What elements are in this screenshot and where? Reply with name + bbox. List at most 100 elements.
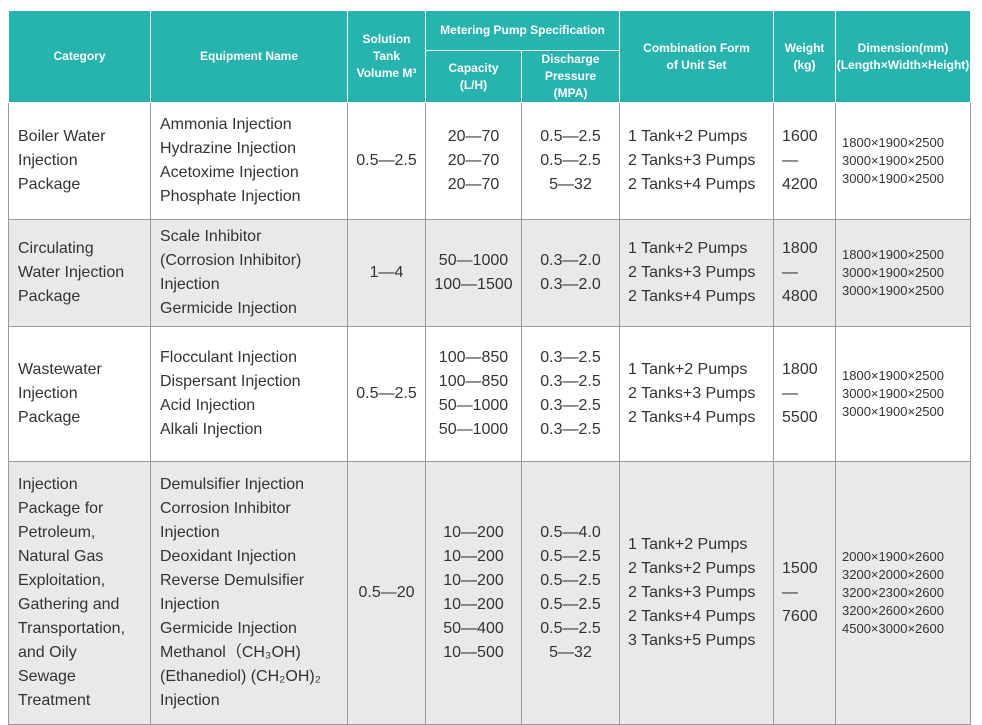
volume-text: 1—4 <box>369 264 404 281</box>
dimension-text: 1800×1900×2500 <box>842 135 944 150</box>
weight-text: 1500—7600 <box>782 560 818 625</box>
category-cell: Boiler Water Injection Package <box>8 102 151 220</box>
category-text: and Oily <box>18 644 77 661</box>
combination-text: 2 Tanks+3 Pumps <box>628 264 756 281</box>
dimension-text: 3000×1900×2500 <box>842 153 944 168</box>
dimension-text: 1800×1900×2500 <box>842 368 944 383</box>
header-cell: Discharge Pressure (MPA) <box>520 50 621 103</box>
header-text: Volume M³ <box>356 66 417 80</box>
combination-text: 2 Tanks+4 Pumps <box>628 288 756 305</box>
equipment-text: (Ethanediol) (CH₂OH)₂ <box>160 668 321 685</box>
table-row: Circulating Water Injection Package Scale I… <box>8 219 972 327</box>
pressure-cell: 0.3—2.5 0.3—2.5 0.3—2.5 0.3—2.5 <box>520 326 621 462</box>
category-cell: Circulating Water Injection Package <box>8 219 151 327</box>
header-cell: Capacity (L/H) <box>425 50 522 103</box>
pressure-text: 5—32 <box>549 644 592 661</box>
header-text: Dimension(mm) <box>857 40 949 55</box>
volume-text: 0.5—2.5 <box>356 152 417 169</box>
capacity-text: 10—200 <box>443 524 504 541</box>
header-text: Solution Tank <box>362 32 411 63</box>
header-cell: Dimension(mm) (Length×Width×Height) <box>835 10 972 103</box>
dimension-text: 3000×1900×2500 <box>842 283 944 298</box>
header-cell: Solution Tank Volume M³ <box>347 10 426 103</box>
category-cell: Injection Package for Petroleum, Natural Ga… <box>8 461 151 725</box>
category-text: Injection <box>18 476 78 493</box>
capacity-text: 10—200 <box>443 572 504 589</box>
header-text: Capacity <box>448 60 499 75</box>
equipment-text: Germicide Injection <box>160 300 297 317</box>
capacity-cell: 50—1000 100—1500 <box>425 219 522 327</box>
capacity-text: 10—200 <box>443 596 504 613</box>
category-cell: Wastewater Injection Package <box>8 326 151 462</box>
weight-cell: 1800—4800 <box>773 219 837 327</box>
volume-cell: 0.5—2.5 <box>347 102 426 220</box>
dimension-text: 3000×1900×2500 <box>842 265 944 280</box>
weight-cell: 1800—5500 <box>773 326 837 462</box>
header-cell: Metering Pump Specification <box>424 10 621 51</box>
header-text: (Length×Width×Height) <box>836 57 970 72</box>
combination-text: 1 Tank+2 Pumps <box>628 240 748 257</box>
volume-cell: 1—4 <box>347 219 426 327</box>
pressure-text: 0.5—2.5 <box>540 548 601 565</box>
table-row: Injection Package for Petroleum, Natural Ga… <box>8 461 972 725</box>
category-text: Package <box>18 409 81 426</box>
header-text: Combination Form <box>643 40 750 55</box>
combination-text: 2 Tanks+3 Pumps <box>628 152 756 169</box>
equipment-text: Germicide Injection <box>160 620 297 637</box>
category-text: Water Injection <box>18 264 125 281</box>
category-text: Gathering and <box>18 596 120 613</box>
pressure-text: 0.5—2.5 <box>540 620 601 637</box>
pressure-text: 0.5—2.5 <box>540 572 601 589</box>
pressure-text: 0.5—2.5 <box>540 596 601 613</box>
category-text: Injection <box>18 385 78 402</box>
weight-text: 1800—5500 <box>782 361 818 426</box>
dimension-text: 3000×1900×2500 <box>842 404 944 419</box>
equipment-text: Injection <box>160 596 220 613</box>
capacity-text: 20—70 <box>447 152 500 169</box>
category-text: Treatment <box>18 692 91 709</box>
capacity-cell: 20—70 20—70 20—70 <box>425 102 522 220</box>
dimension-text: 1800×1900×2500 <box>842 247 944 262</box>
pressure-text: 0.3—2.5 <box>540 421 601 438</box>
combination-cell: 1 Tank+2 Pumps 2 Tanks+3 Pumps 2 Tanks+4 P… <box>619 219 775 327</box>
combination-cell: 1 Tank+2 Pumps 2 Tanks+3 Pumps 2 Tanks+4 P… <box>619 102 775 220</box>
pressure-text: 0.3—2.5 <box>540 397 601 414</box>
equipment-cell: Flocculant Injection Dispersant Injection… <box>150 326 348 462</box>
dimension-text: 3200×2000×2600 <box>842 567 944 582</box>
volume-cell: 0.5—2.5 <box>347 326 426 462</box>
equipment-text: Corrosion Inhibitor <box>160 500 291 517</box>
equipment-text: Dispersant Injection <box>160 373 301 390</box>
equipment-text: Ammonia Injection <box>160 116 292 133</box>
header-text: Weight <box>784 40 825 55</box>
pressure-text: 0.3—2.5 <box>540 373 601 390</box>
capacity-text: 100—850 <box>438 373 509 390</box>
pressure-text: 0.3—2.0 <box>540 252 601 269</box>
header-text: of Unit Set <box>666 57 727 72</box>
category-text: Natural Gas <box>18 548 104 565</box>
dimension-text: 2000×1900×2600 <box>842 549 944 564</box>
pressure-text: 5—32 <box>549 176 592 193</box>
equipment-text: Injection <box>160 524 220 541</box>
equipment-text: Alkali Injection <box>160 421 263 438</box>
header-text: Discharge Pressure <box>541 52 600 83</box>
header-text: (kg) <box>793 57 816 72</box>
table-row: Wastewater Injection Package Flocculant Inj… <box>8 326 972 462</box>
capacity-text: 10—200 <box>443 548 504 565</box>
combination-cell: 1 Tank+2 Pumps 2 Tanks+3 Pumps 2 Tanks+4 P… <box>619 326 775 462</box>
weight-text: 1800—4800 <box>782 240 818 305</box>
dimension-cell: 1800×1900×2500 3000×1900×2500 3000×1900×25… <box>835 219 972 327</box>
capacity-text: 50—1000 <box>438 252 509 269</box>
dimension-cell: 1800×1900×2500 3000×1900×2500 3000×1900×25… <box>835 326 972 462</box>
equipment-text: Injection <box>160 692 220 709</box>
capacity-text: 100—1500 <box>434 276 513 293</box>
combination-text: 2 Tanks+4 Pumps <box>628 176 756 193</box>
dimension-cell: 2000×1900×2600 3200×2000×2600 3200×2300×26… <box>835 461 972 725</box>
pressure-cell: 0.5—4.0 0.5—2.5 0.5—2.5 0.5—2.5 0.5—2.5 5—32 <box>520 461 621 725</box>
spec-table: Category Equipment Name Solution Tank Volum… <box>8 10 972 725</box>
equipment-text: Phosphate Injection <box>160 188 301 205</box>
header-row: Category Equipment Name Solution Tank Volum… <box>8 10 972 103</box>
pressure-cell: 0.3—2.0 0.3—2.0 <box>520 219 621 327</box>
header-text: (MPA) <box>553 86 588 100</box>
combination-text: 2 Tanks+4 Pumps <box>628 409 756 426</box>
